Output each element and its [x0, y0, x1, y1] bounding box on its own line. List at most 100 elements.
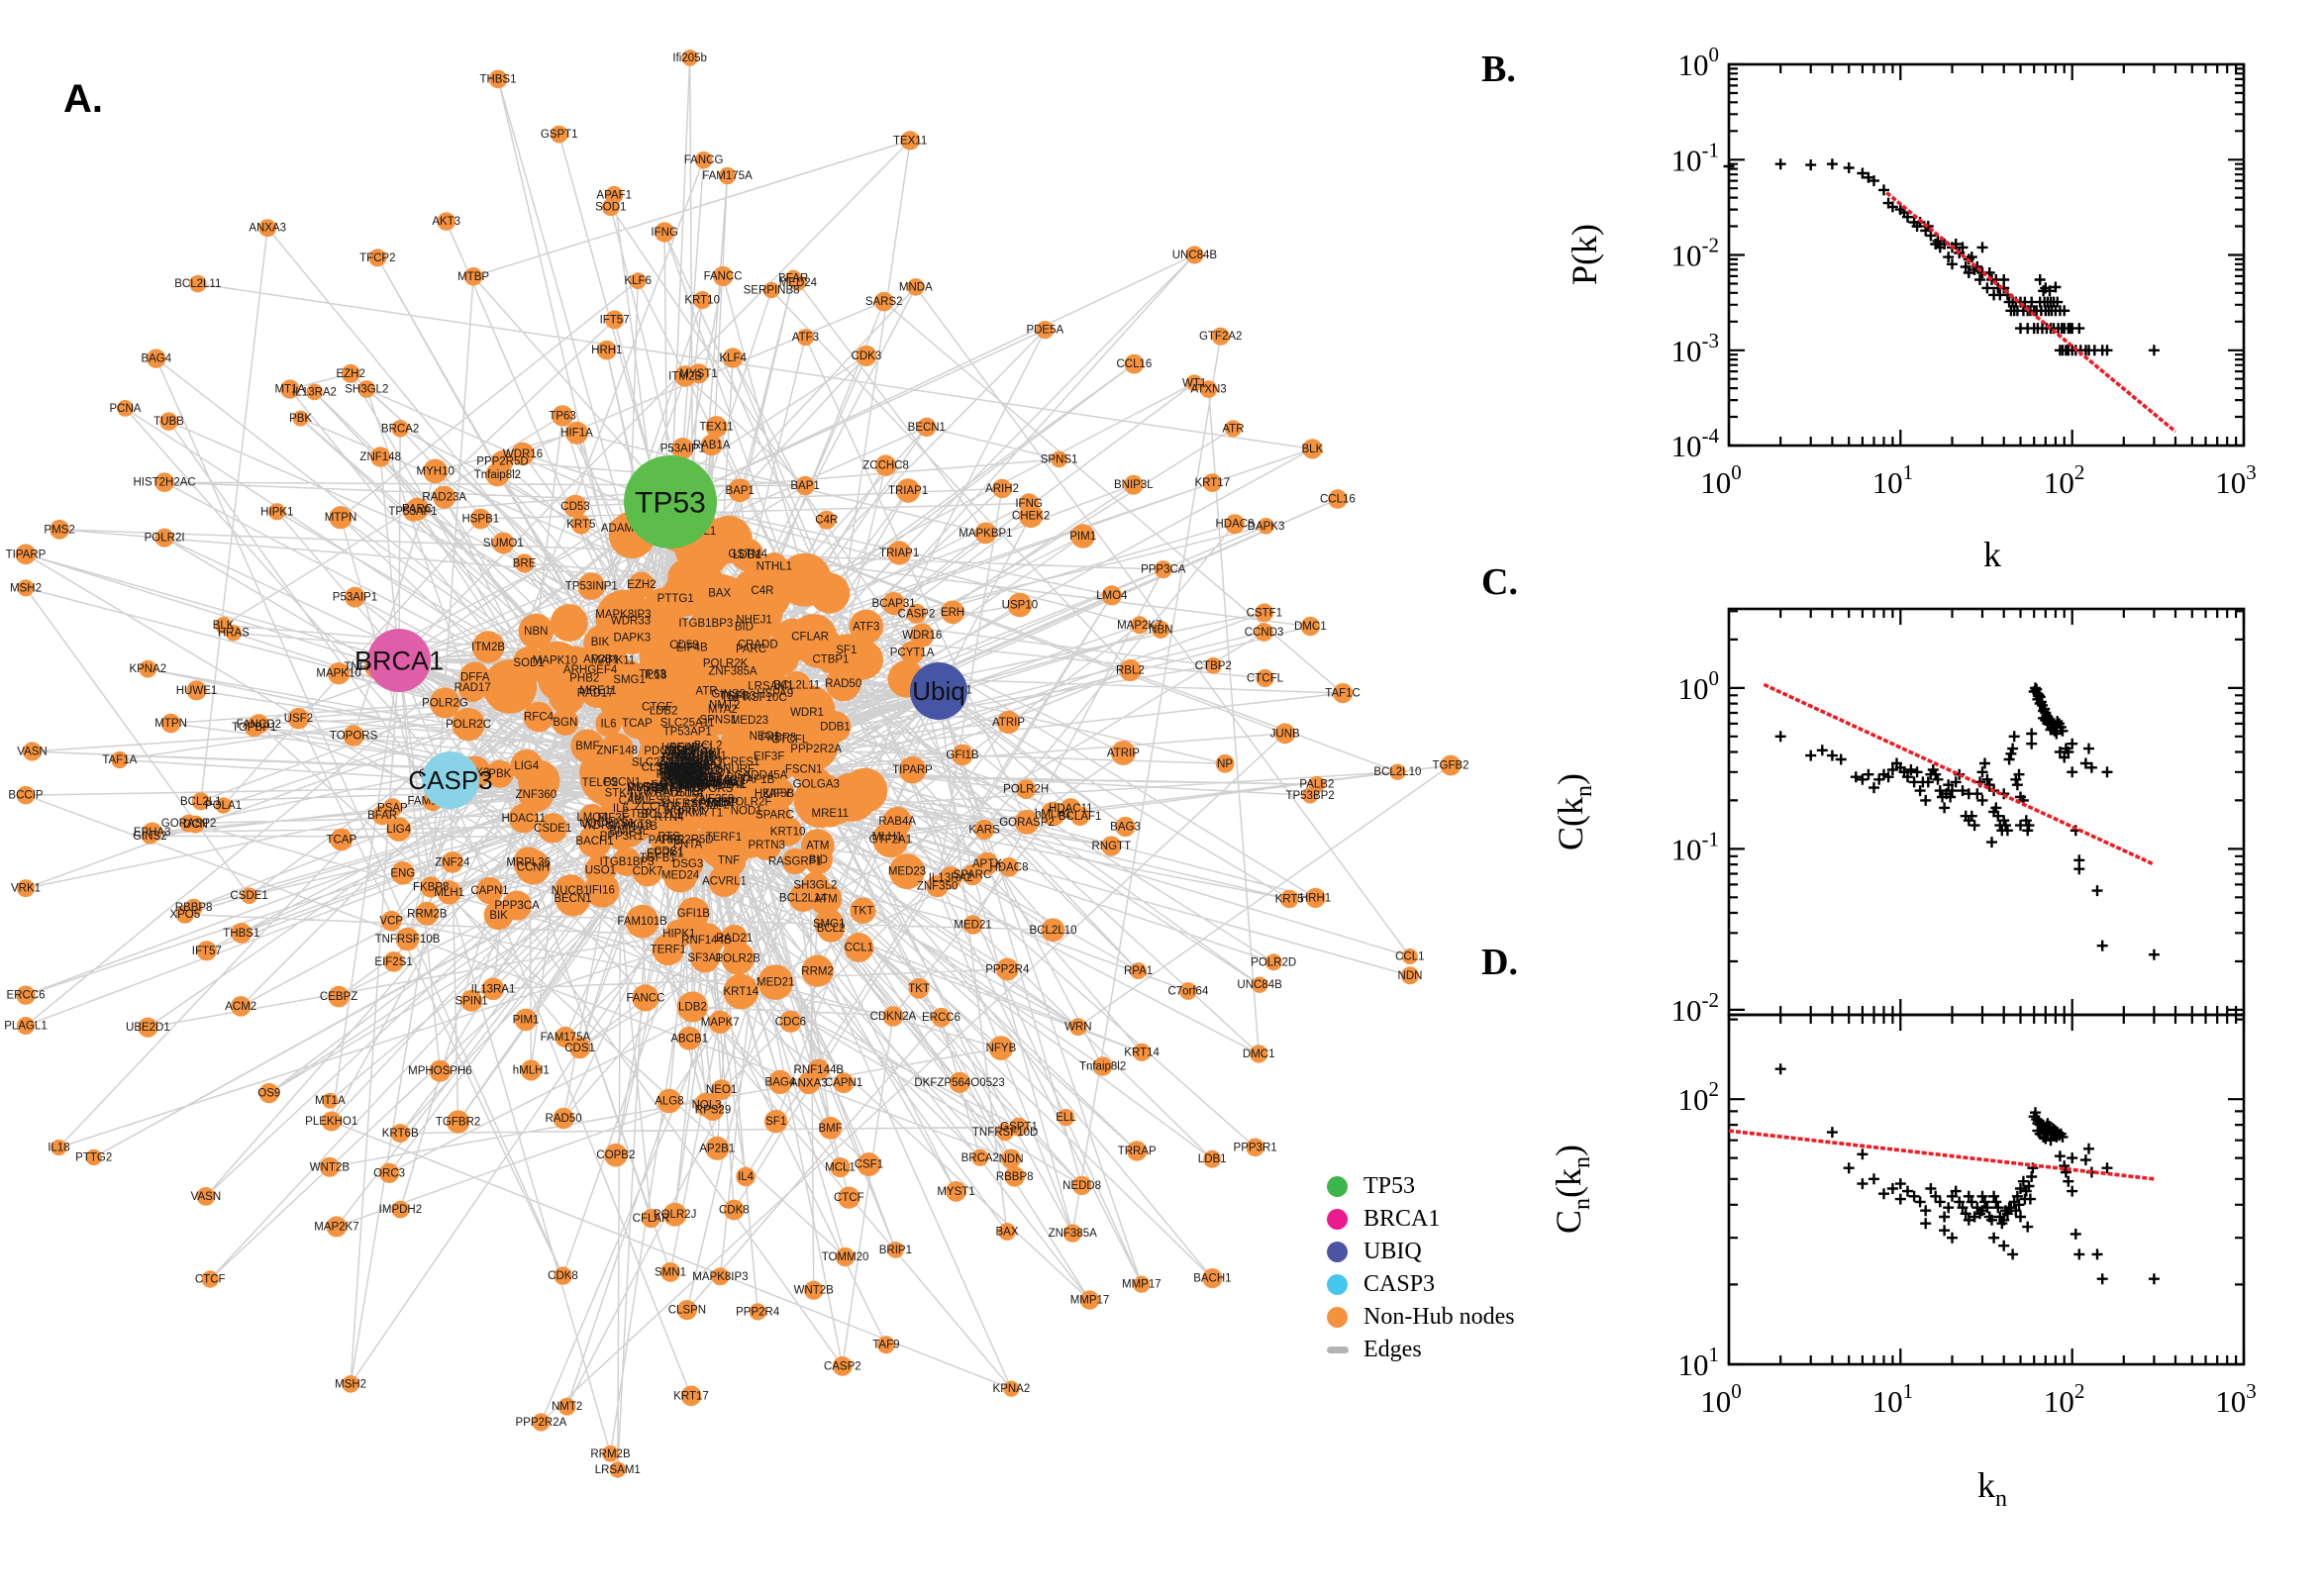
- gene-node: [557, 1397, 576, 1416]
- gene-node-label: TGFB3: [719, 691, 756, 703]
- gene-node-label: KRT6B: [382, 1128, 419, 1140]
- gene-node-label: ITM2B: [471, 642, 505, 653]
- gene-node-label: FANCG: [651, 780, 690, 792]
- gene-node-label: EZH2: [336, 368, 364, 380]
- gene-node-label: BCL2L11: [174, 278, 221, 290]
- gene-node: [753, 668, 789, 705]
- tick-label: 101: [1872, 460, 1914, 500]
- gene-node: [962, 915, 983, 935]
- gene-node-label: RAD21: [716, 933, 753, 945]
- gene-node-label: MTBP: [457, 271, 489, 283]
- gene-node-label: POLA1: [205, 800, 242, 812]
- tick-label: 10-1: [1671, 827, 1720, 866]
- gene-node-label: TOMM20: [822, 1251, 869, 1263]
- gene-node-label: UQCRFS1: [579, 818, 634, 830]
- gene-node-label: FANCC: [626, 992, 664, 1004]
- gene-node-label: KRT5: [1275, 894, 1304, 906]
- legend-item-tp53: TP53: [1327, 1170, 1515, 1203]
- gene-node-label: PDE5A: [1026, 325, 1063, 337]
- gene-node-label: USP10: [1002, 600, 1038, 612]
- gene-node-label: PPP2R5D: [476, 456, 528, 468]
- gene-node: [538, 644, 572, 678]
- gene-node-label: BRCA2: [381, 423, 419, 435]
- gene-node-label: SOD1: [513, 657, 544, 669]
- gene-node-label: GSTM4: [694, 776, 734, 788]
- gene-node-label: RAD17: [577, 687, 614, 699]
- gene-node-label: MED21: [954, 920, 991, 932]
- gene-node: [711, 1267, 730, 1286]
- tick-label: 100: [1700, 460, 1742, 500]
- gene-node: [723, 348, 744, 368]
- gene-node: [607, 822, 637, 850]
- gene-node: [1069, 806, 1090, 827]
- gene-node-label: MMP17: [1070, 1295, 1110, 1307]
- gene-node-label: TRIAP1: [888, 485, 928, 497]
- gene-node-label: MTPN: [325, 512, 357, 524]
- gene-node: [372, 805, 393, 826]
- axes-frame: [1727, 607, 2246, 1017]
- gene-node-label: CHEK2: [684, 772, 722, 784]
- gene-node-label: BAP1: [790, 480, 819, 492]
- gene-node-label: EPPK1: [647, 848, 683, 860]
- gene-node-label: TOPBP1: [232, 722, 276, 734]
- gene-node-label: TKT: [853, 905, 874, 917]
- gene-node: [481, 977, 505, 1001]
- gene-node-label: PKMYT1: [677, 808, 723, 820]
- gene-node-label: DDB1: [820, 722, 851, 734]
- gene-node-label: HRH1: [1300, 892, 1331, 904]
- gene-node: [512, 647, 546, 679]
- gene-node-label: BCAP31: [872, 598, 916, 610]
- gene-node-label: MRE11: [579, 685, 617, 697]
- gene-node: [809, 572, 851, 614]
- gene-node: [832, 1356, 853, 1376]
- gene-node: [1009, 1117, 1029, 1137]
- gene-node: [154, 472, 174, 493]
- legend-label: CASP3: [1364, 1271, 1436, 1297]
- gene-node-label: AP3B1: [699, 797, 735, 809]
- gene-node: [17, 579, 35, 597]
- gene-node-label: TERF1: [706, 832, 742, 844]
- gene-node: [895, 478, 921, 503]
- gene-node-label: LIG4: [514, 760, 540, 772]
- gene-node: [515, 849, 552, 885]
- gene-node-label: SH3GL2: [345, 384, 388, 396]
- gene-node: [514, 1008, 538, 1032]
- gene-node-label: LRSAM1: [595, 1464, 641, 1476]
- gene-node-label: BCCIP: [8, 790, 43, 802]
- gene-node-label: MAP2K7: [1117, 620, 1162, 632]
- gene-node-label: NHEJ1: [736, 615, 771, 627]
- gene-node-label: VASN: [17, 747, 47, 758]
- gene-node: [680, 1385, 702, 1407]
- gene-node-label: KLF6: [624, 275, 652, 287]
- gene-node: [460, 989, 483, 1012]
- axis-ticks: [1727, 609, 2246, 1015]
- gene-node: [452, 707, 485, 742]
- gene-node: [838, 1186, 860, 1209]
- legend-label: TP53: [1364, 1173, 1416, 1199]
- gene-node: [1092, 1056, 1113, 1076]
- gene-node-label: SEPHS1: [669, 743, 714, 754]
- gene-node-label: TRIAP1: [879, 548, 919, 559]
- tick-label: 100: [1700, 1379, 1742, 1419]
- gene-node-label: CD58: [669, 640, 698, 651]
- gene-node-label: HDAC11: [502, 813, 547, 825]
- gene-node: [191, 792, 210, 811]
- gene-node: [268, 503, 286, 521]
- gene-node-label: RRM2B: [590, 1448, 631, 1460]
- gene-node-label: DMC1: [1294, 621, 1327, 633]
- gene-node: [329, 506, 353, 530]
- y-axis-label: P(k): [1565, 224, 1604, 285]
- gene-node: [160, 713, 181, 734]
- gene-node-label: MRPL36: [506, 857, 551, 869]
- gene-node: [175, 905, 195, 924]
- gene-node: [662, 857, 698, 893]
- gene-node-label: S100A6: [681, 778, 722, 790]
- gene-node-label: PPP3CA: [494, 900, 540, 912]
- gene-node-label: NP: [1217, 758, 1233, 770]
- gene-node: [469, 508, 491, 530]
- hub-node-label: CASP3: [408, 765, 492, 795]
- gene-node: [568, 1037, 591, 1059]
- gene-node-label: BFAR: [367, 810, 397, 822]
- gene-node: [656, 1088, 682, 1114]
- gene-node-label: RPA1: [1124, 965, 1153, 977]
